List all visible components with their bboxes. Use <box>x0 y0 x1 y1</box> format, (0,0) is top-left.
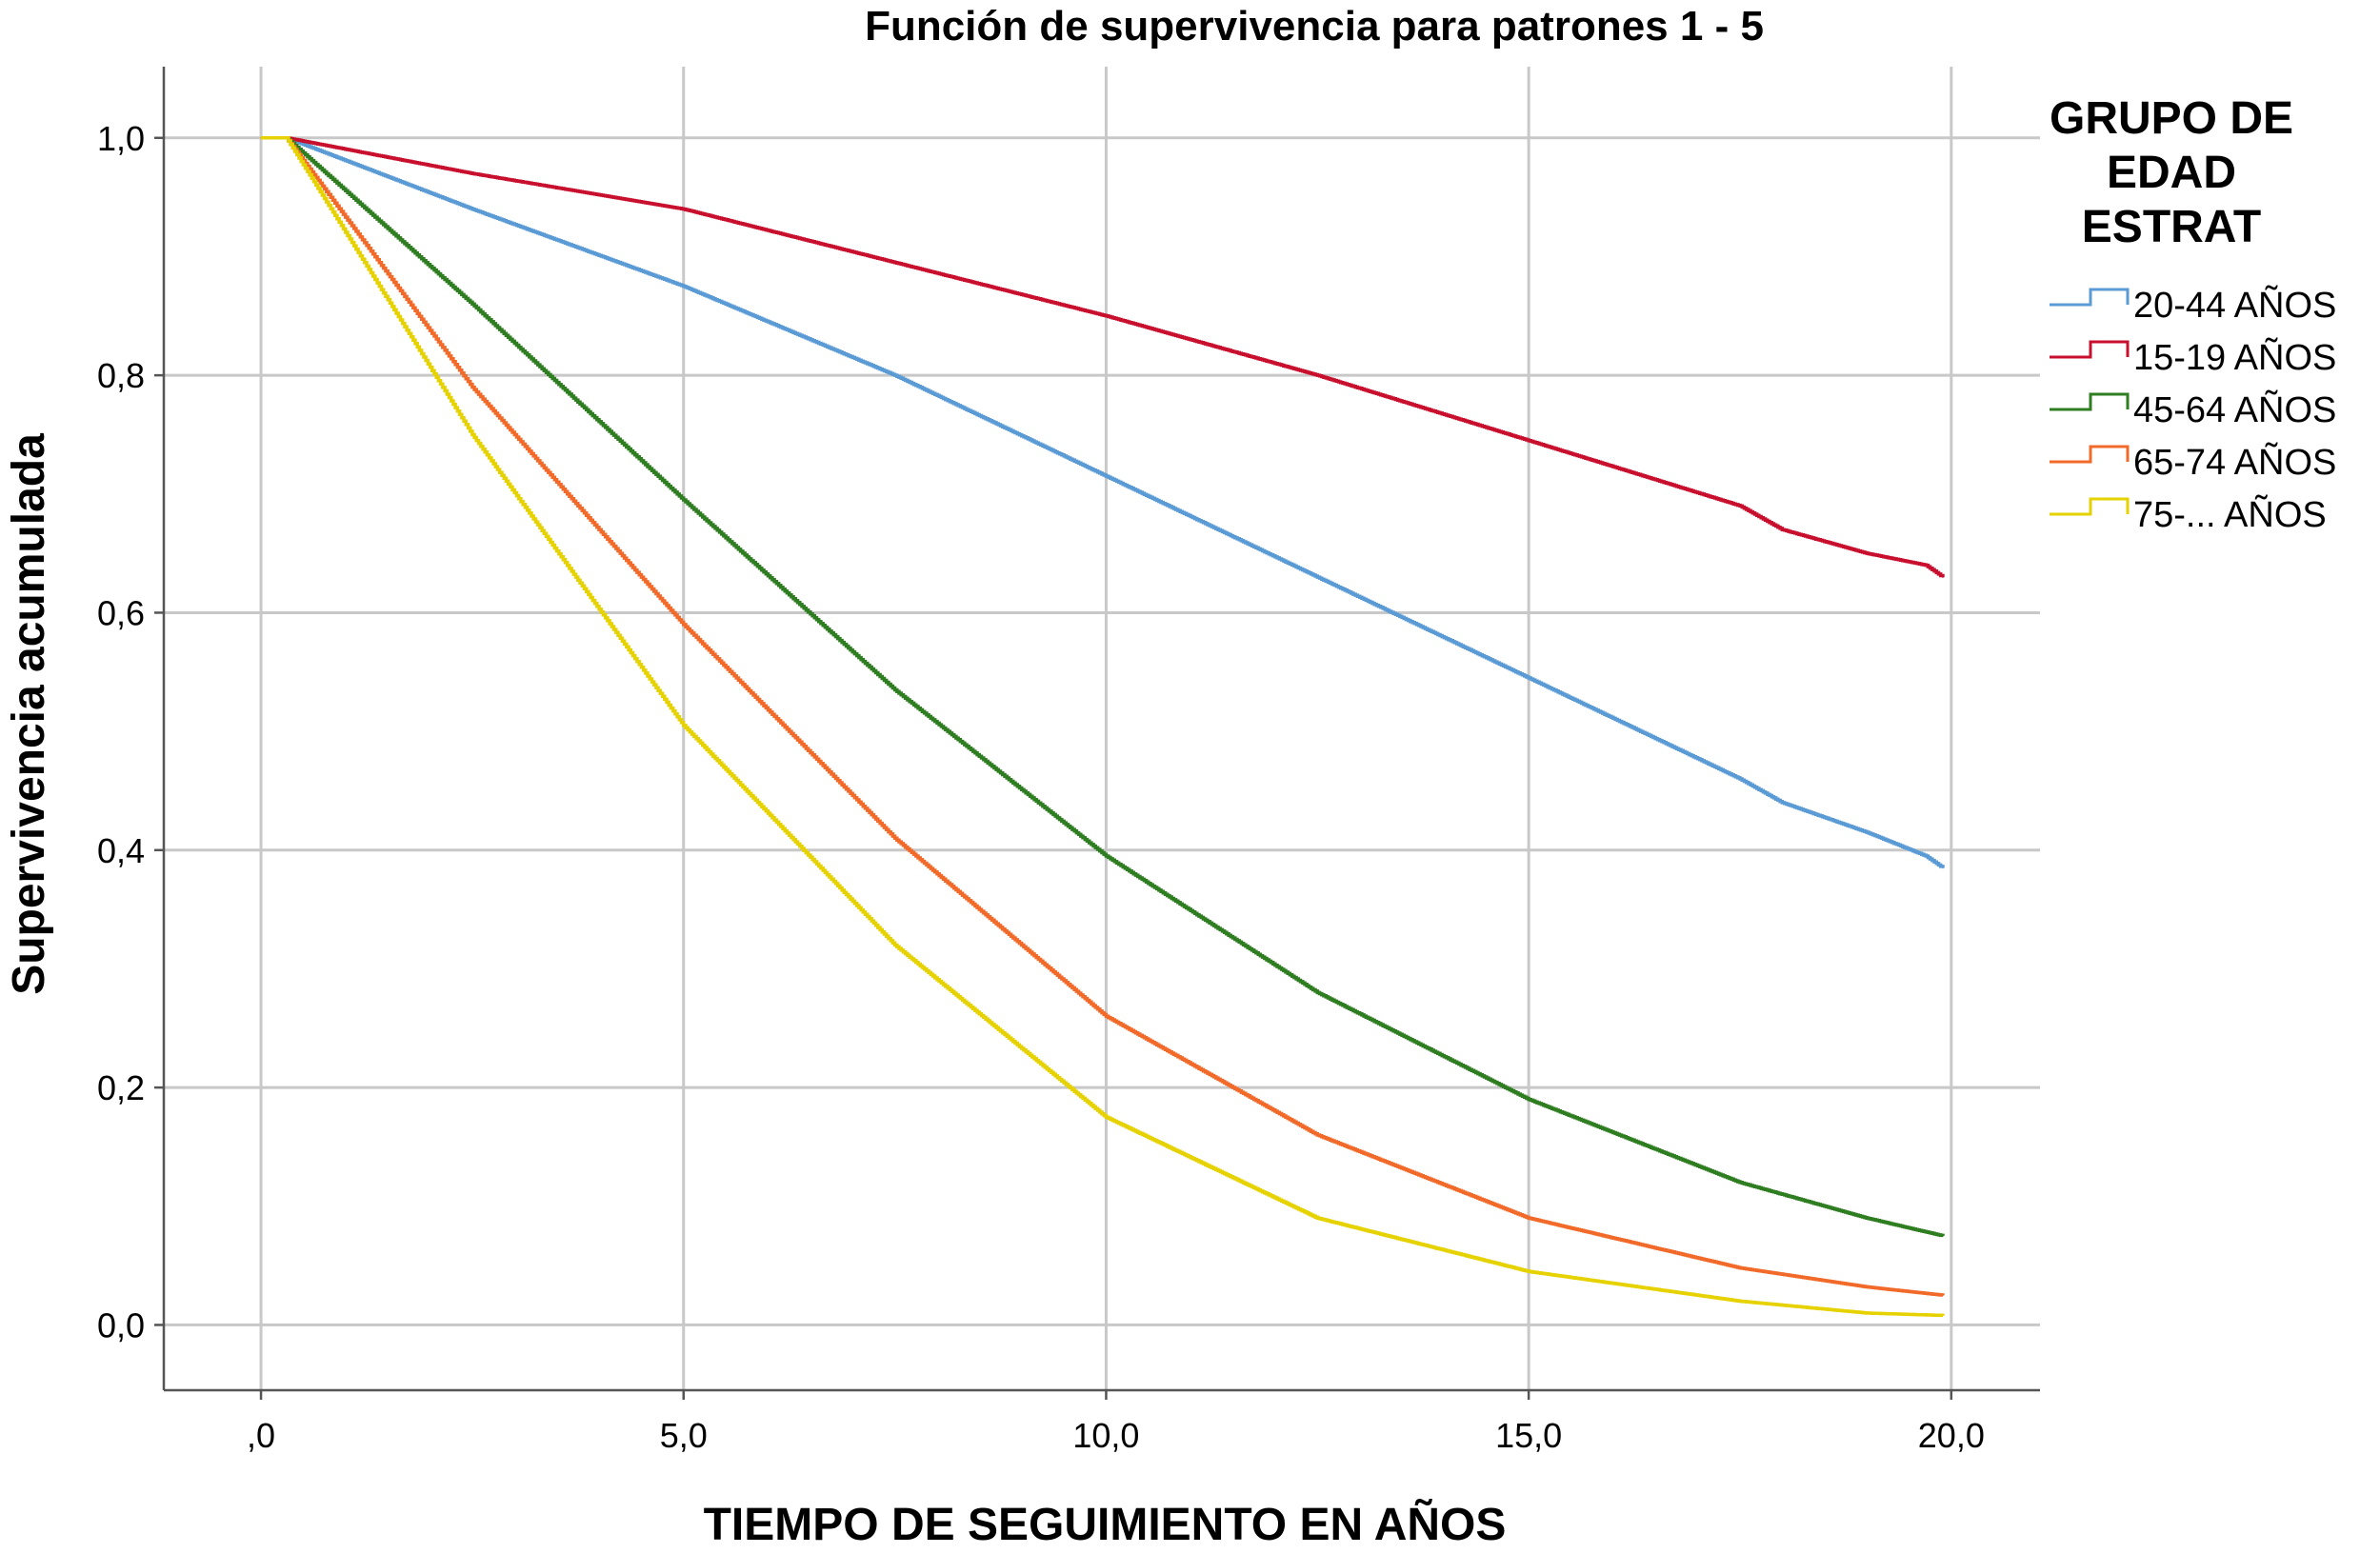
series-2-point <box>1739 505 1741 508</box>
series-1-point <box>1316 576 1319 578</box>
x-tick-labels: ,0 5,0 10,0 15,0 20,0 <box>247 1416 1985 1455</box>
series-2-point <box>1316 374 1319 376</box>
series-5-point <box>1528 1270 1530 1273</box>
series-5-point <box>682 725 685 727</box>
x-tick-label: 5,0 <box>660 1416 708 1455</box>
legend-swatch-3 <box>2050 392 2130 411</box>
series-2-point <box>682 208 685 210</box>
series-1-point <box>1105 475 1108 477</box>
x-tick-label: 20,0 <box>1918 1416 1985 1455</box>
series-5-point <box>1316 1217 1319 1219</box>
series-1-point <box>1942 867 1944 869</box>
chart-title: Función de supervivencia para patrones 1… <box>865 3 1764 50</box>
legend-label-4: 65-74 AÑOS <box>2133 442 2336 483</box>
series-5-point <box>471 433 473 436</box>
series-4-point <box>1739 1266 1741 1269</box>
legend-swatch-5 <box>2050 497 2130 516</box>
series-1-point <box>1528 677 1530 679</box>
legend-label-5: 75-... AÑOS <box>2133 494 2327 535</box>
series-5-point <box>1866 1312 1868 1314</box>
series-1-point <box>471 208 473 210</box>
legend-label-2: 15-19 AÑOS <box>2133 337 2336 378</box>
series-4-point <box>1105 1015 1108 1018</box>
series-3-point <box>1528 1098 1530 1101</box>
y-tick-labels: 0,0 0,2 0,4 0,6 0,8 1,0 <box>97 119 145 1345</box>
legend-swatch-1 <box>2050 288 2130 307</box>
series-5-point <box>260 137 262 139</box>
series-lines <box>260 136 1945 1318</box>
series-5-point <box>1105 1116 1108 1119</box>
legend-swatch-4 <box>2050 445 2130 464</box>
series-3-point <box>1942 1235 1944 1237</box>
series-1-point <box>893 374 896 376</box>
series-2-point <box>471 172 473 174</box>
y-axis-title: Supervivencia acumulada <box>4 433 54 995</box>
series-4-point <box>471 386 473 388</box>
series-3-point <box>1316 991 1319 994</box>
series-line-2 <box>261 136 1945 578</box>
legend-label-1: 20-44 AÑOS <box>2133 285 2336 326</box>
series-4-point <box>682 624 685 626</box>
series-2-point <box>1781 528 1784 530</box>
series-4-point <box>1316 1134 1319 1136</box>
x-tick-label: ,0 <box>247 1416 275 1455</box>
series-line-3 <box>261 136 1945 1238</box>
x-axis-title: TIEMPO DE SEGUIMIENTO EN AÑOS <box>704 1498 1507 1549</box>
series-1-point <box>682 285 685 288</box>
legend-title-line-1: GRUPO DE <box>2050 93 2293 144</box>
grid <box>154 67 2040 1400</box>
y-tick-label: 0,6 <box>97 593 145 632</box>
series-2-point <box>1528 439 1530 442</box>
series-2-point <box>893 261 896 264</box>
series-3-point <box>1105 855 1108 857</box>
series-4-point <box>1528 1217 1530 1219</box>
legend: GRUPO DE EDAD ESTRAT 20-44 AÑOS 15-19 AÑO… <box>2050 93 2336 535</box>
series-4-point <box>1866 1285 1868 1288</box>
series-line-4 <box>261 136 1945 1297</box>
legend-label-3: 45-64 AÑOS <box>2133 389 2336 430</box>
series-5-point <box>893 944 896 946</box>
x-tick-label: 10,0 <box>1072 1416 1139 1455</box>
x-tick-label: 15,0 <box>1495 1416 1562 1455</box>
series-2-point <box>1925 564 1927 567</box>
axes <box>162 67 2040 1392</box>
series-4-point <box>893 837 896 840</box>
series-1-point <box>1925 855 1927 857</box>
series-3-point <box>1866 1217 1868 1219</box>
series-5-point <box>285 137 288 139</box>
series-1-point <box>1866 831 1868 833</box>
series-line-5 <box>261 136 1945 1318</box>
series-5-point <box>1942 1314 1944 1317</box>
series-2-point <box>1105 315 1108 317</box>
series-2-point <box>1942 576 1944 578</box>
series-2-point <box>1866 552 1868 554</box>
legend-title-line-2: EDAD <box>2107 148 2236 198</box>
legend-title-line-3: ESTRAT <box>2082 202 2261 252</box>
series-4-point <box>1942 1294 1944 1297</box>
y-tick-label: 0,2 <box>97 1068 145 1107</box>
series-3-point <box>471 303 473 306</box>
series-1-point <box>1739 778 1741 780</box>
series-line-1 <box>261 136 1945 868</box>
series-3-point <box>893 688 896 691</box>
y-tick-label: 0,4 <box>97 831 145 870</box>
y-tick-label: 1,0 <box>97 119 145 158</box>
y-tick-label: 0,8 <box>97 356 145 395</box>
series-3-point <box>682 499 685 501</box>
series-5-point <box>1739 1300 1741 1303</box>
series-1-point <box>1781 802 1784 804</box>
legend-swatch-2 <box>2050 340 2130 359</box>
y-tick-label: 0,0 <box>97 1305 145 1345</box>
series-3-point <box>1739 1182 1741 1184</box>
